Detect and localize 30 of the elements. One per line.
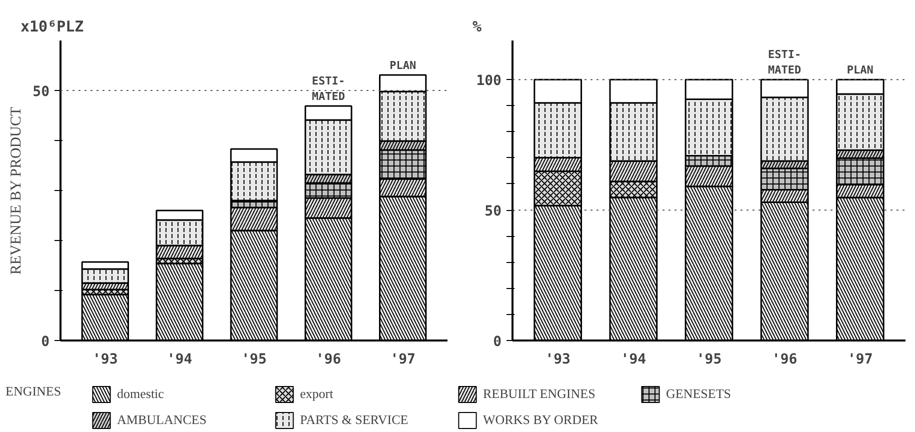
legend-label: domestic [117, 386, 165, 402]
y-tick-label: 50 [484, 204, 502, 220]
legend-title: ENGINES [6, 384, 62, 398]
x-tick-label: '96 [772, 352, 798, 368]
x-tick-label: '97 [848, 352, 873, 368]
x-tick-label: '95 [696, 352, 722, 368]
annotation: PLAN [390, 59, 416, 72]
legend-label: REBUILT ENGINES [483, 386, 596, 402]
x-tick-label: '93 [545, 352, 570, 368]
legend-label: GENESETS [666, 386, 732, 402]
y-tick-label: 0 [41, 334, 50, 350]
text: % [472, 18, 482, 36]
x-tick-label: '94 [166, 352, 192, 368]
legend-label: export [300, 386, 334, 402]
x-tick-label: '93 [92, 352, 118, 368]
y-tick-label: 50 [32, 84, 50, 100]
legend-label: WORKS BY ORDER [483, 412, 600, 428]
x-tick-label: '96 [316, 352, 342, 368]
text: x10⁶PLZ [20, 18, 84, 36]
annotation: ESTI- MATED [768, 48, 802, 77]
y-tick-label: 100 [476, 73, 502, 90]
x-tick-label: '95 [241, 352, 267, 368]
legend-label: AMBULANCES [117, 412, 208, 428]
legend-label: PARTS & SERVICE [300, 412, 410, 428]
y-tick-label: 0 [493, 334, 502, 350]
x-tick-label: '94 [620, 352, 646, 368]
y-axis-title: REVENUE BY PRODUCT [8, 106, 25, 275]
x-tick-label: '97 [390, 352, 416, 368]
annotation: ESTI- MATED [312, 74, 346, 103]
annotation: PLAN [846, 64, 874, 77]
